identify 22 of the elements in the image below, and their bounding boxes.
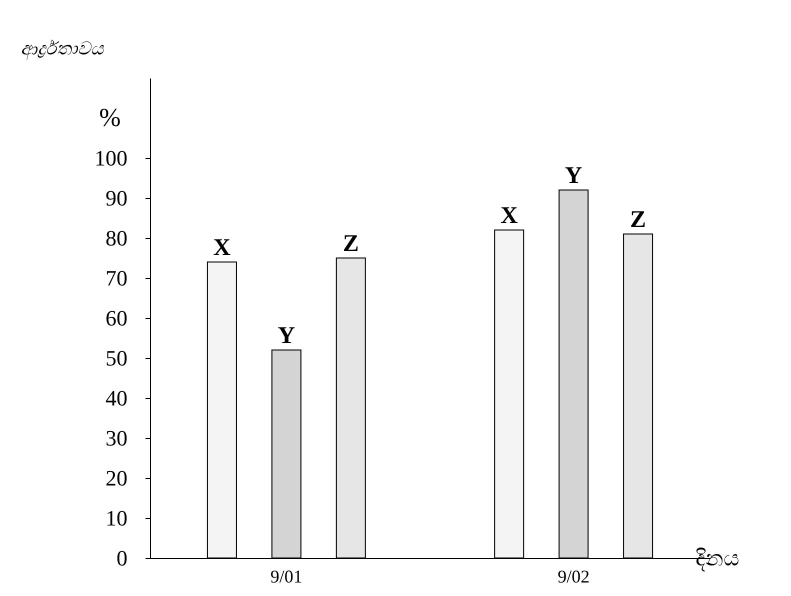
y-tick-label: 60: [106, 306, 128, 330]
x-axis-title: දිනය: [696, 546, 740, 572]
y-tick-label: 70: [106, 266, 128, 290]
y-tick-label: 90: [106, 186, 128, 210]
text: %: [99, 103, 121, 132]
x-tick-label: 9/02: [558, 566, 590, 586]
y-tick-label: 40: [106, 386, 128, 410]
text: X: [500, 203, 518, 229]
y-axis-title: ආර්ද්‍රතාවය: [20, 38, 104, 60]
y-tick-label: 10: [106, 506, 128, 530]
y-tick-label: 0: [116, 546, 128, 570]
x-tick-label: 9/01: [270, 566, 302, 586]
y-tick-label: 80: [106, 226, 128, 250]
text: Z: [630, 207, 646, 233]
y-tick-label: 100: [94, 146, 128, 170]
series-label: Y: [278, 323, 296, 349]
y-tick-label: 30: [106, 426, 128, 450]
y-tick-label: 20: [106, 466, 128, 490]
text: Y: [564, 163, 582, 189]
y-tick-label: 50: [106, 346, 128, 370]
series-label: Z: [342, 231, 359, 257]
series-label: X: [213, 235, 232, 261]
